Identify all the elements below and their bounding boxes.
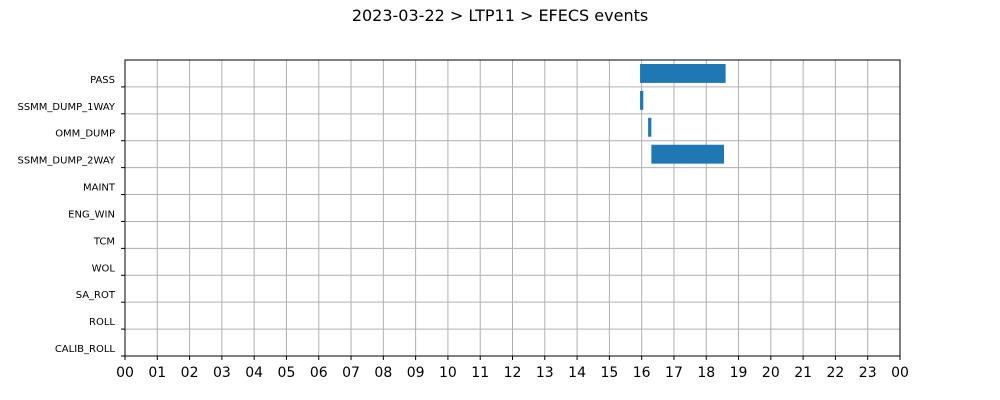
x-tick-label: 07 xyxy=(342,365,360,381)
x-tick-label: 22 xyxy=(827,365,845,381)
x-tick-label: 00 xyxy=(116,365,134,381)
x-tick-label: 09 xyxy=(407,365,425,381)
x-tick-label: 19 xyxy=(730,365,748,381)
x-tick-label: 13 xyxy=(536,365,554,381)
x-tick-label: 23 xyxy=(859,365,877,381)
x-tick-label: 15 xyxy=(600,365,618,381)
x-tick-label: 04 xyxy=(245,365,263,381)
event-bar xyxy=(651,144,725,164)
x-tick-label: 01 xyxy=(148,365,166,381)
y-tick-label: TCM xyxy=(93,236,115,247)
x-tick-label: 00 xyxy=(891,365,909,381)
x-tick-label: 17 xyxy=(665,365,683,381)
x-tick-label: 16 xyxy=(633,365,651,381)
y-tick-label: OMM_DUMP xyxy=(55,129,115,140)
event-bar xyxy=(648,117,652,137)
y-tick-label: ENG_WIN xyxy=(68,209,115,220)
chart-title: 2023-03-22 > LTP11 > EFECS events xyxy=(351,6,649,25)
x-tick-label: 05 xyxy=(278,365,296,381)
y-tick-label: SSMM_DUMP_1WAY xyxy=(17,102,115,113)
event-bar xyxy=(640,64,726,83)
event-bar xyxy=(640,90,644,110)
x-tick-label: 20 xyxy=(762,365,780,381)
y-tick-label: MAINT xyxy=(83,183,116,194)
y-tick-label: ROLL xyxy=(89,317,115,328)
y-tick-label: SA_ROT xyxy=(76,290,116,301)
x-tick-label: 10 xyxy=(439,365,457,381)
plot-frame xyxy=(124,59,901,357)
x-tick-label: 11 xyxy=(471,365,489,381)
y-tick-label: PASS xyxy=(90,75,115,86)
x-tick-label: 02 xyxy=(181,365,199,381)
x-tick-label: 18 xyxy=(697,365,715,381)
y-tick-label: CALIB_ROLL xyxy=(55,344,116,355)
x-tick-label: 08 xyxy=(374,365,392,381)
x-tick-label: 03 xyxy=(213,365,231,381)
y-tick-label: WOL xyxy=(92,263,116,274)
x-tick-label: 21 xyxy=(794,365,812,381)
y-tick-label: SSMM_DUMP_2WAY xyxy=(17,156,115,167)
x-tick-label: 06 xyxy=(310,365,328,381)
x-tick-label: 12 xyxy=(504,365,522,381)
x-tick-label: 14 xyxy=(568,365,586,381)
